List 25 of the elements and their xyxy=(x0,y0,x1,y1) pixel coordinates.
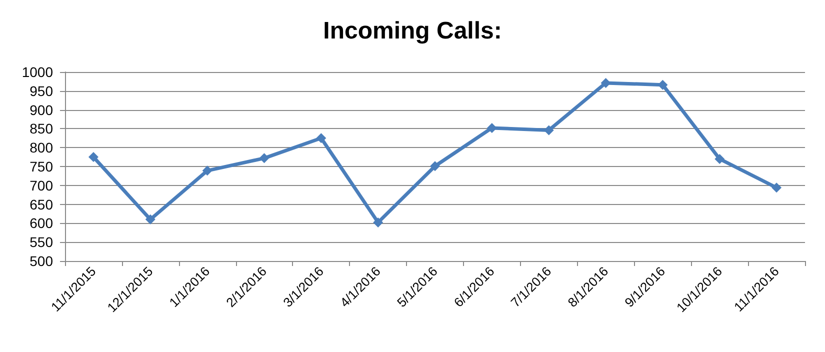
y-tick-label: 850 xyxy=(30,120,54,137)
y-tick-label: 550 xyxy=(30,234,54,250)
point xyxy=(430,161,440,172)
point xyxy=(486,122,497,133)
point xyxy=(88,152,98,162)
point xyxy=(145,214,156,224)
y-tick-label: 1000 xyxy=(22,64,54,80)
point xyxy=(202,166,212,176)
point xyxy=(259,153,270,164)
point xyxy=(772,182,782,193)
y-tick-label: 650 xyxy=(30,196,54,212)
y-tick-label: 600 xyxy=(30,215,54,232)
y-tick-label: 750 xyxy=(30,158,54,174)
point xyxy=(373,217,384,228)
point xyxy=(600,78,611,88)
point xyxy=(658,80,668,90)
y-tick-label: 900 xyxy=(30,102,54,118)
y-tick-label: 950 xyxy=(30,82,54,99)
y-tick-label: 800 xyxy=(30,140,54,156)
y-tick-label: 700 xyxy=(30,177,54,194)
point xyxy=(316,133,326,144)
chart-title: Incoming Calls: xyxy=(323,18,502,44)
y-tick-label: 500 xyxy=(30,253,54,269)
point xyxy=(714,154,725,164)
point xyxy=(544,125,554,136)
